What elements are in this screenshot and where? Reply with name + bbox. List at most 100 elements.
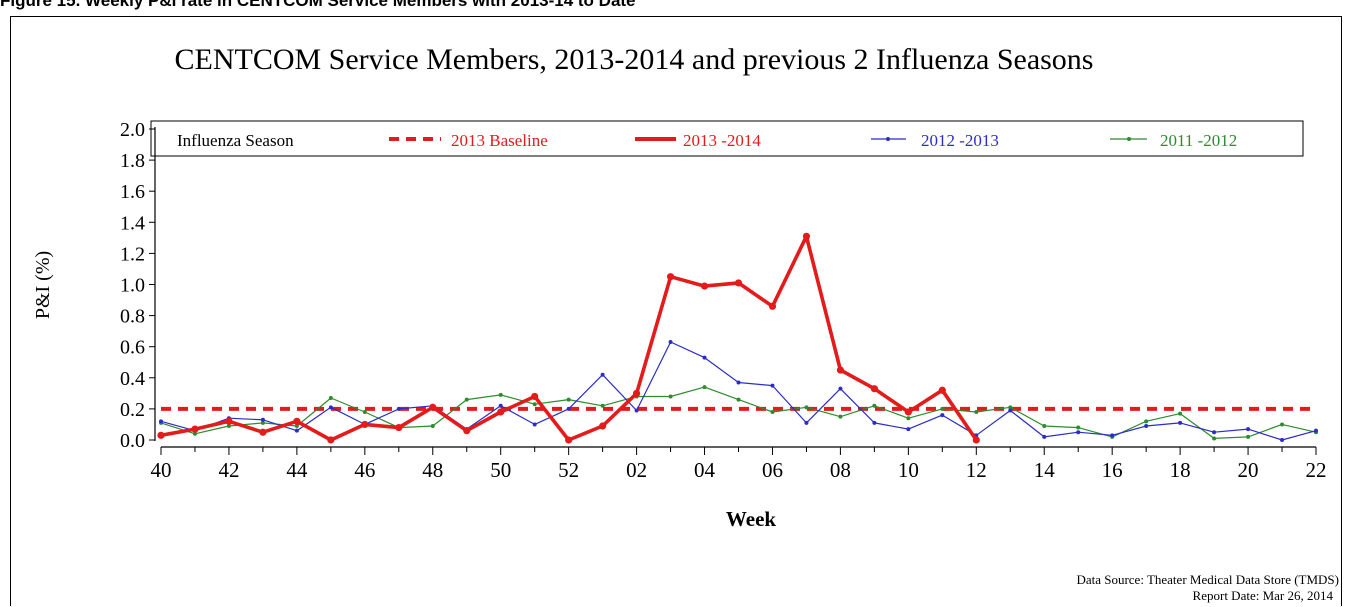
series-2013-2014-point xyxy=(191,425,199,433)
series-2013-2014-point xyxy=(802,232,811,240)
y-tick-label: 1.8 xyxy=(120,150,145,172)
y-tick-label: 0.6 xyxy=(120,337,145,359)
series-2012-2013-point xyxy=(1076,430,1081,435)
series-2011-2012-point xyxy=(1280,422,1285,427)
series-2013-2014-point xyxy=(768,302,777,310)
report-date-note: Report Date: Mar 26, 2014 xyxy=(1193,588,1334,603)
series-2011-2012-point xyxy=(838,414,843,419)
series-2011-2012-point xyxy=(1178,411,1183,416)
legend-2011-2012-marker xyxy=(1127,137,1131,141)
x-tick-label: 42 xyxy=(218,458,239,482)
axes: 0.0 0.2 0.4 0.6 0.8 1.0 1.2 1.4 1.6 1.8 2.0 40 42 44 4… xyxy=(120,119,1327,482)
series-2013-2014-point xyxy=(293,417,301,425)
series-2012-2013-point xyxy=(1212,430,1217,435)
y-tick-label: 2.0 xyxy=(120,119,145,141)
x-tick-label: 46 xyxy=(354,458,375,482)
series-2012-2013-point xyxy=(1280,438,1285,442)
x-tick-label: 10 xyxy=(898,458,919,482)
x-tick-label: 14 xyxy=(1034,458,1056,482)
series-2011-2012-point xyxy=(940,406,945,411)
series-2011-2012-point xyxy=(1144,419,1149,424)
series-2013-2014-point xyxy=(327,436,335,444)
series-2013-2014-point xyxy=(429,403,437,411)
y-tick-label: 1.6 xyxy=(120,181,145,203)
y-tick-label: 0.4 xyxy=(120,368,145,390)
x-tick-label: 22 xyxy=(1306,458,1327,482)
y-tick-label: 1.4 xyxy=(120,212,145,234)
series-2011-2012-point xyxy=(974,410,979,415)
series-2012-2013-point xyxy=(838,386,843,391)
series-2011-2012-point xyxy=(736,397,741,402)
series-2011-2012-point xyxy=(566,397,571,402)
x-tick-label: 12 xyxy=(966,458,987,482)
data-source-note: Data Source: Theater Medical Data Store … xyxy=(1076,572,1339,587)
series-2011-2012-point xyxy=(1246,434,1251,439)
series-2013-2014-point xyxy=(361,420,369,429)
series-2011-2012-point xyxy=(260,420,265,425)
figure-caption: Figure 15. Weekly P&I rate in CENTCOM Se… xyxy=(0,0,636,10)
series-2011-2012-point xyxy=(362,410,367,415)
x-tick-label: 44 xyxy=(286,458,308,482)
series-2012-2013-point xyxy=(566,406,571,411)
series-2012-2013-point xyxy=(396,406,401,411)
series-2012-2013-point xyxy=(1314,428,1318,433)
series-2011-2012-point xyxy=(328,396,333,401)
series-2012-2013-point xyxy=(600,372,605,377)
series-2012-2013-line xyxy=(160,341,1317,441)
series-2013-2014-point xyxy=(259,428,267,436)
series-2013-2014-point xyxy=(836,366,845,374)
legend-2012-2013-marker xyxy=(886,137,890,141)
legend-entry-2011-2012: 2011 -2012 xyxy=(1160,131,1237,150)
series-2011-2012-point xyxy=(1008,405,1013,410)
legend-entry-baseline: 2013 Baseline xyxy=(451,131,548,150)
series-2012-2013-point xyxy=(872,420,877,425)
series-2012-2013-point xyxy=(1042,434,1047,439)
series-2011-2012-point xyxy=(498,392,503,397)
series-2013-2014-point xyxy=(395,423,403,432)
series-2011-2012-point xyxy=(464,397,469,402)
y-tick-label: 0.0 xyxy=(120,430,145,452)
series-2012-2013-point xyxy=(634,408,639,413)
series-2012-2013-point xyxy=(1110,433,1115,438)
series-2011-2012-point xyxy=(872,403,877,408)
series-2013-2014-point xyxy=(531,392,539,401)
series-2011-2012-point xyxy=(532,402,537,407)
x-tick-label: 40 xyxy=(151,458,172,482)
series-2013-2014-point xyxy=(157,431,165,439)
x-tick-label: 50 xyxy=(490,458,511,482)
series-2013-2014-point xyxy=(938,386,946,394)
series-2012-2013-point xyxy=(906,427,911,432)
series-2013-2014-point xyxy=(497,408,505,416)
series-2012-2013-point xyxy=(532,422,537,427)
x-tick-label: 48 xyxy=(422,458,443,482)
x-tick-label: 08 xyxy=(830,458,851,482)
series-2013-2014-point xyxy=(666,273,675,281)
series-2012-2013-point xyxy=(736,380,741,385)
x-tick-label: 02 xyxy=(626,458,647,482)
series-2013-2014-point xyxy=(972,436,980,444)
series-2011-2012-point xyxy=(906,416,911,421)
series-2011-2012-point xyxy=(600,403,605,408)
series-2012-2013-point xyxy=(668,340,673,345)
series-2011-2012-line xyxy=(160,386,1317,439)
series-2012-2013-point xyxy=(159,419,163,424)
series-2012-2013-point xyxy=(498,403,503,408)
series-2011-2012-point xyxy=(804,405,809,410)
series-2011-2012-point xyxy=(1042,424,1047,429)
series-2011-2012-point xyxy=(294,424,299,429)
legend-entry-2013-2014: 2013 -2014 xyxy=(683,131,761,150)
x-tick-label: 16 xyxy=(1102,458,1123,482)
x-tick-label: 52 xyxy=(558,458,579,482)
x-tick-label: 06 xyxy=(762,458,783,482)
series-2012-2013-point xyxy=(328,405,333,410)
y-tick-label: 0.2 xyxy=(120,399,145,421)
series-2012-2013-point xyxy=(804,420,809,425)
series-2013-2014-point xyxy=(463,427,471,435)
chart-frame: CENTCOM Service Members, 2013-2014 and p… xyxy=(10,16,1342,606)
series-2013-2014-point xyxy=(565,436,573,444)
series-2012-2013-point xyxy=(1008,408,1013,413)
series-2012-2013-point xyxy=(1246,427,1251,432)
x-tick-label: 04 xyxy=(694,458,716,482)
series-2011-2012-point xyxy=(1076,425,1081,430)
series-2012-2013-point xyxy=(702,355,707,360)
